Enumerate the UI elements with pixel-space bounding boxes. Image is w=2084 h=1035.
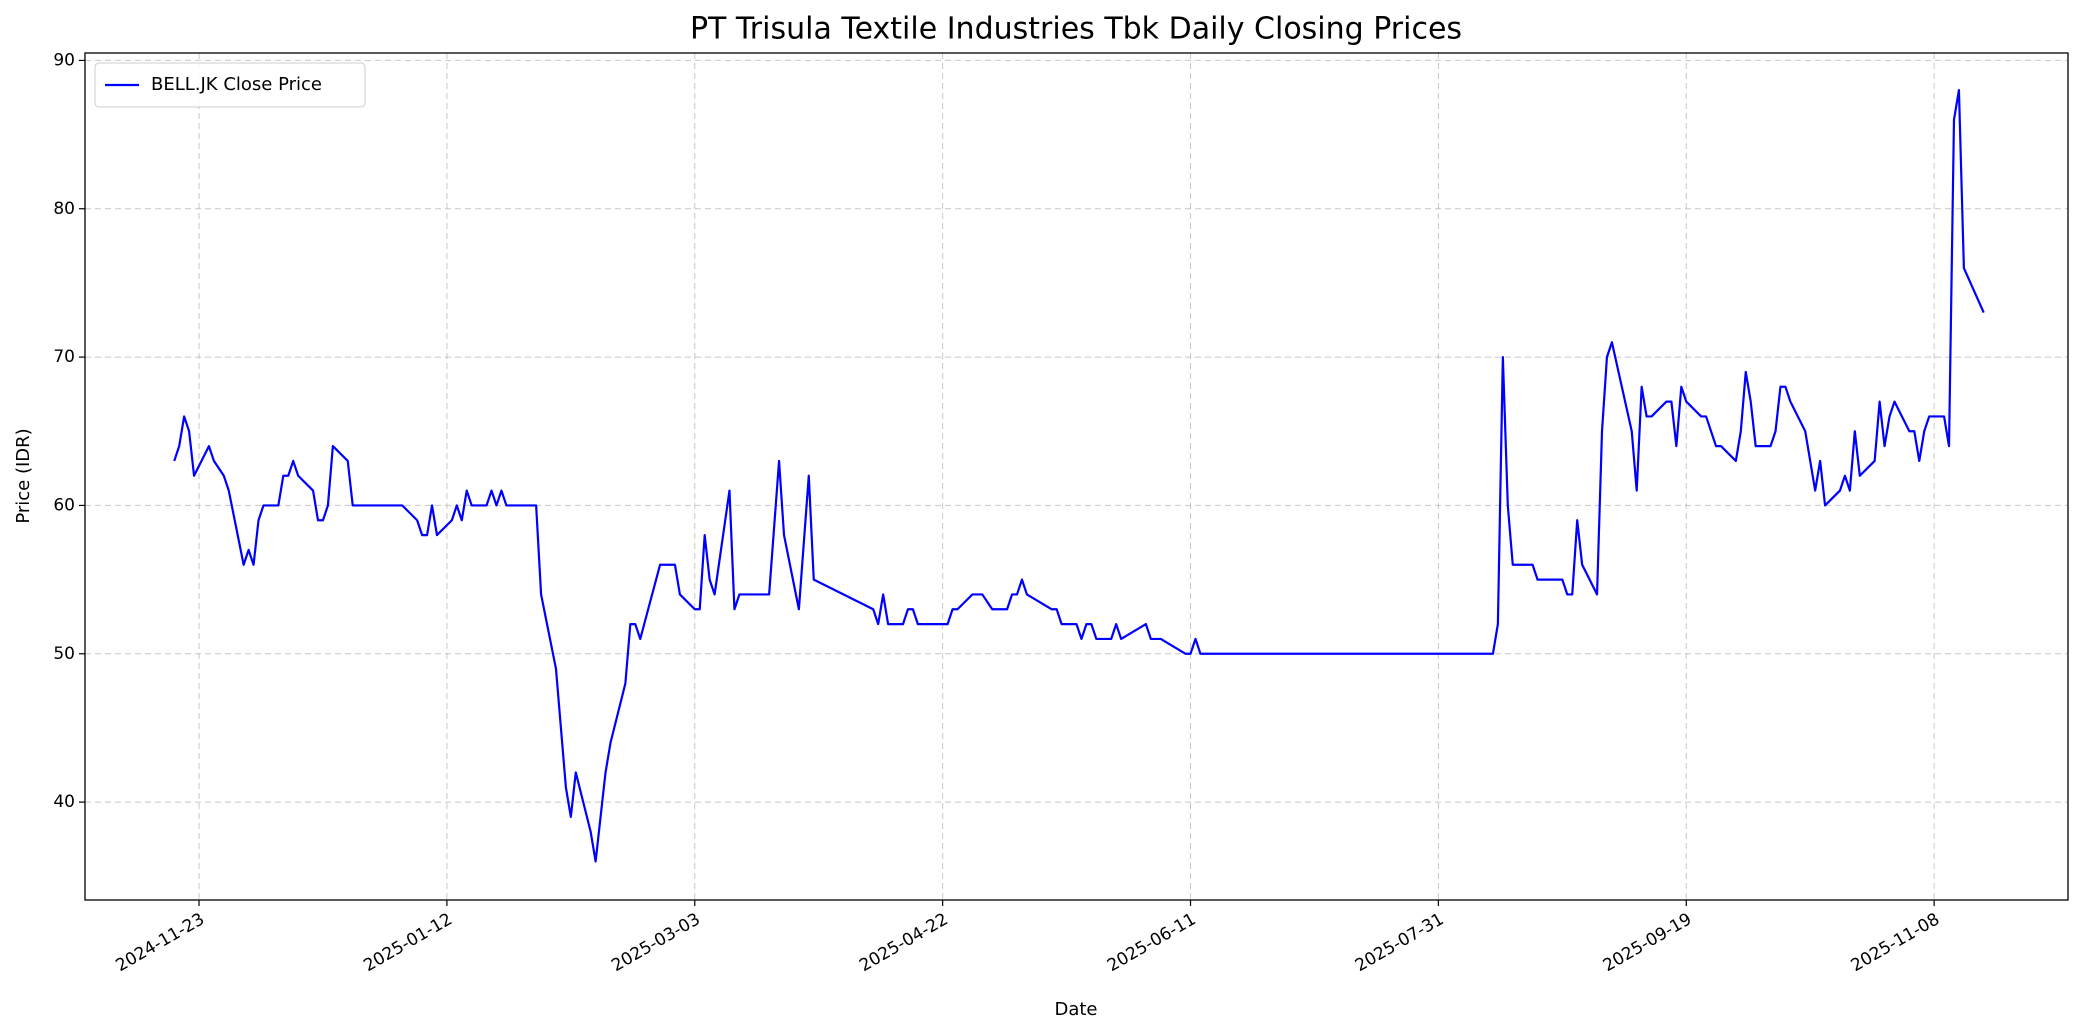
x-tick-label: 2025-01-12 [360, 909, 456, 976]
price-line [173, 88, 1985, 863]
y-axis-label: Price (IDR) [13, 428, 34, 523]
chart-title: PT Trisula Textile Industries Tbk Daily … [690, 12, 1462, 47]
x-tick-label: 2025-04-22 [856, 909, 952, 976]
x-axis-label: Date [1054, 999, 1097, 1020]
legend-label: BELL.JK Close Price [151, 74, 322, 95]
x-tick-label: 2024-11-23 [112, 909, 208, 976]
y-tick-label: 40 [53, 792, 75, 812]
legend-box [94, 62, 366, 108]
x-tick-label: 2025-07-31 [1352, 909, 1448, 976]
y-tick-label: 70 [53, 347, 75, 367]
x-tick-label: 2025-09-19 [1600, 909, 1696, 976]
plot-frame [84, 52, 2069, 901]
y-tick-label: 60 [53, 495, 75, 515]
y-tick-label: 50 [53, 644, 75, 664]
legend: BELL.JK Close Price [94, 62, 366, 108]
x-tick-label: 2025-03-03 [608, 909, 704, 976]
y-tick-label: 90 [53, 50, 75, 70]
y-tick-label: 80 [53, 199, 75, 219]
x-tick-label: 2025-06-11 [1104, 909, 1200, 976]
x-tick-label: 2025-11-08 [1848, 909, 1944, 976]
